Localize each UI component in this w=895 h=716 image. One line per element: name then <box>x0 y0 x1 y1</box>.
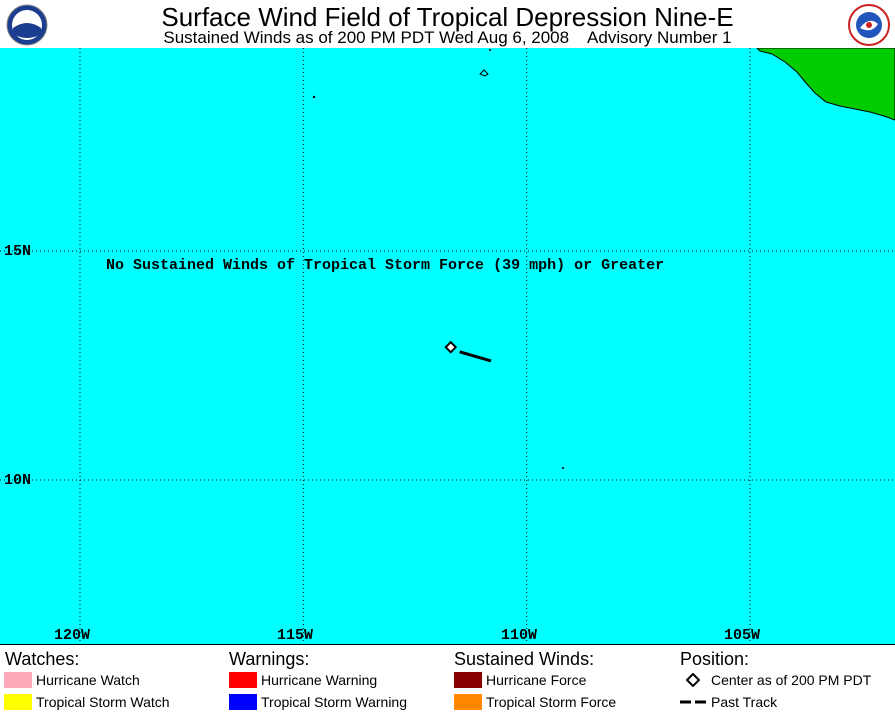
legend-heading-sustained-winds: Sustained Winds: <box>454 649 595 669</box>
legend-item-hurricane-force: Hurricane Force <box>454 671 586 689</box>
legend-label: Center as of 200 PM PDT <box>711 672 872 688</box>
legend-item-hurricane-watch: Hurricane Watch <box>4 671 140 689</box>
coastline-land <box>756 48 895 121</box>
legend-label: Hurricane Warning <box>261 672 378 688</box>
legend-heading-watches: Watches: <box>5 649 80 669</box>
legend-label: Tropical Storm Watch <box>36 694 170 710</box>
map-header: NOAA Surface Wind Field of Tropical Depr… <box>0 0 895 48</box>
tropical-storm-warning-swatch <box>229 694 257 710</box>
hurricane-watch-swatch <box>4 672 32 688</box>
map-title: Surface Wind Field of Tropical Depressio… <box>161 2 734 32</box>
legend-label: Tropical Storm Warning <box>261 694 408 710</box>
lon-label-110w: 110W <box>501 627 538 644</box>
legend-label: Hurricane Watch <box>36 672 140 688</box>
dashed-line-icon <box>679 694 707 710</box>
hurricane-warning-swatch <box>229 672 257 688</box>
storm-center-diamond <box>444 340 458 354</box>
no-tropical-storm-winds-note: No Sustained Winds of Tropical Storm For… <box>106 257 665 274</box>
lat-label-15n: 15N <box>4 243 32 260</box>
hurricane-force-swatch <box>454 672 482 688</box>
lon-label-120w: 120W <box>54 627 91 644</box>
lon-label-105w: 105W <box>724 627 761 644</box>
svg-text:NOAA: NOAA <box>17 14 37 21</box>
tropical-storm-force-swatch <box>454 694 482 710</box>
legend-item-hurricane-warning: Hurricane Warning <box>229 671 377 689</box>
legend-label: Tropical Storm Force <box>486 694 617 710</box>
map-legend: Watches: Hurricane Watch Tropical Storm … <box>0 645 895 716</box>
island-dot <box>562 467 564 469</box>
island-socorro <box>479 69 489 77</box>
legend-label: Hurricane Force <box>486 672 587 688</box>
map-subtitle: Sustained Winds as of 200 PM PDT Wed Aug… <box>163 28 732 47</box>
legend-item-tropical-storm-force: Tropical Storm Force <box>454 693 616 711</box>
tropical-storm-watch-swatch <box>4 694 32 710</box>
legend-heading-warnings: Warnings: <box>229 649 310 669</box>
map-canvas <box>0 48 895 644</box>
diamond-icon <box>679 672 707 688</box>
past-track-line <box>459 350 492 363</box>
legend-label: Past Track <box>711 694 778 710</box>
legend-item-center: Center as of 200 PM PDT <box>679 671 871 689</box>
lat-label-10n: 10N <box>4 472 32 489</box>
nws-logo-icon <box>848 4 890 46</box>
legend-item-tropical-storm-watch: Tropical Storm Watch <box>4 693 170 711</box>
legend-heading-position: Position: <box>680 649 750 669</box>
legend-item-past-track: Past Track <box>679 693 777 711</box>
noaa-logo-icon: NOAA <box>6 4 48 46</box>
legend-item-tropical-storm-warning: Tropical Storm Warning <box>229 693 407 711</box>
wind-field-map: 15N 10N 120W 115W 110W 105W No Sustained… <box>0 48 895 645</box>
island-san-benedicto <box>489 49 491 51</box>
lon-label-115w: 115W <box>277 627 314 644</box>
island-clarion <box>312 95 316 99</box>
